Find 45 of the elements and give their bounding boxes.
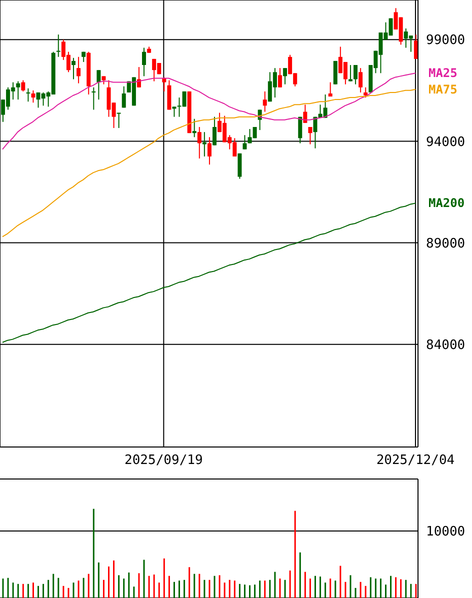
candlestick [21, 80, 26, 92]
candlestick [358, 68, 363, 93]
candlestick [262, 90, 267, 112]
candlestick [308, 126, 312, 145]
candlestick [72, 57, 76, 80]
x-tick-label: 2025/12/04 [376, 453, 455, 468]
candlestick [202, 132, 206, 157]
candlestick [116, 112, 121, 129]
candlestick [31, 90, 36, 104]
y-tick-label: 84000 [426, 338, 466, 354]
candlestick [136, 66, 141, 88]
candlestick [207, 136, 212, 166]
candlestick [298, 116, 302, 144]
candlestick [76, 56, 81, 84]
candlestick [364, 86, 368, 98]
series-label: MA200 [428, 196, 465, 210]
line-series [2, 202, 416, 343]
candlestick [333, 60, 338, 85]
candlestick [16, 80, 20, 100]
candlestick [162, 76, 166, 92]
candlestick [192, 118, 196, 138]
candlestick [242, 134, 247, 150]
candlestick [278, 68, 282, 88]
candlestick [328, 82, 332, 98]
y-tick-label: 89000 [426, 236, 466, 252]
candlestick [172, 106, 176, 118]
candlestick [26, 88, 30, 102]
candlestick [96, 70, 101, 100]
y-tick-label: 99000 [426, 33, 466, 48]
x-tick-label: 2025/09/19 [124, 453, 203, 468]
candlestick [122, 86, 126, 108]
candlestick [238, 152, 242, 180]
series-label: MA75 [428, 82, 458, 96]
line-series [2, 88, 416, 238]
candlestick [56, 34, 60, 58]
candlestick [354, 64, 358, 85]
candlestick [197, 126, 202, 159]
y-tick-label: 10000 [426, 524, 466, 540]
candlestick [283, 68, 288, 85]
y-tick-label: 94000 [426, 134, 466, 150]
candlestick [92, 86, 96, 110]
candlestick [348, 64, 352, 82]
candlestick [212, 116, 217, 146]
series-label: MA25 [428, 66, 458, 80]
candlestick [142, 47, 146, 77]
